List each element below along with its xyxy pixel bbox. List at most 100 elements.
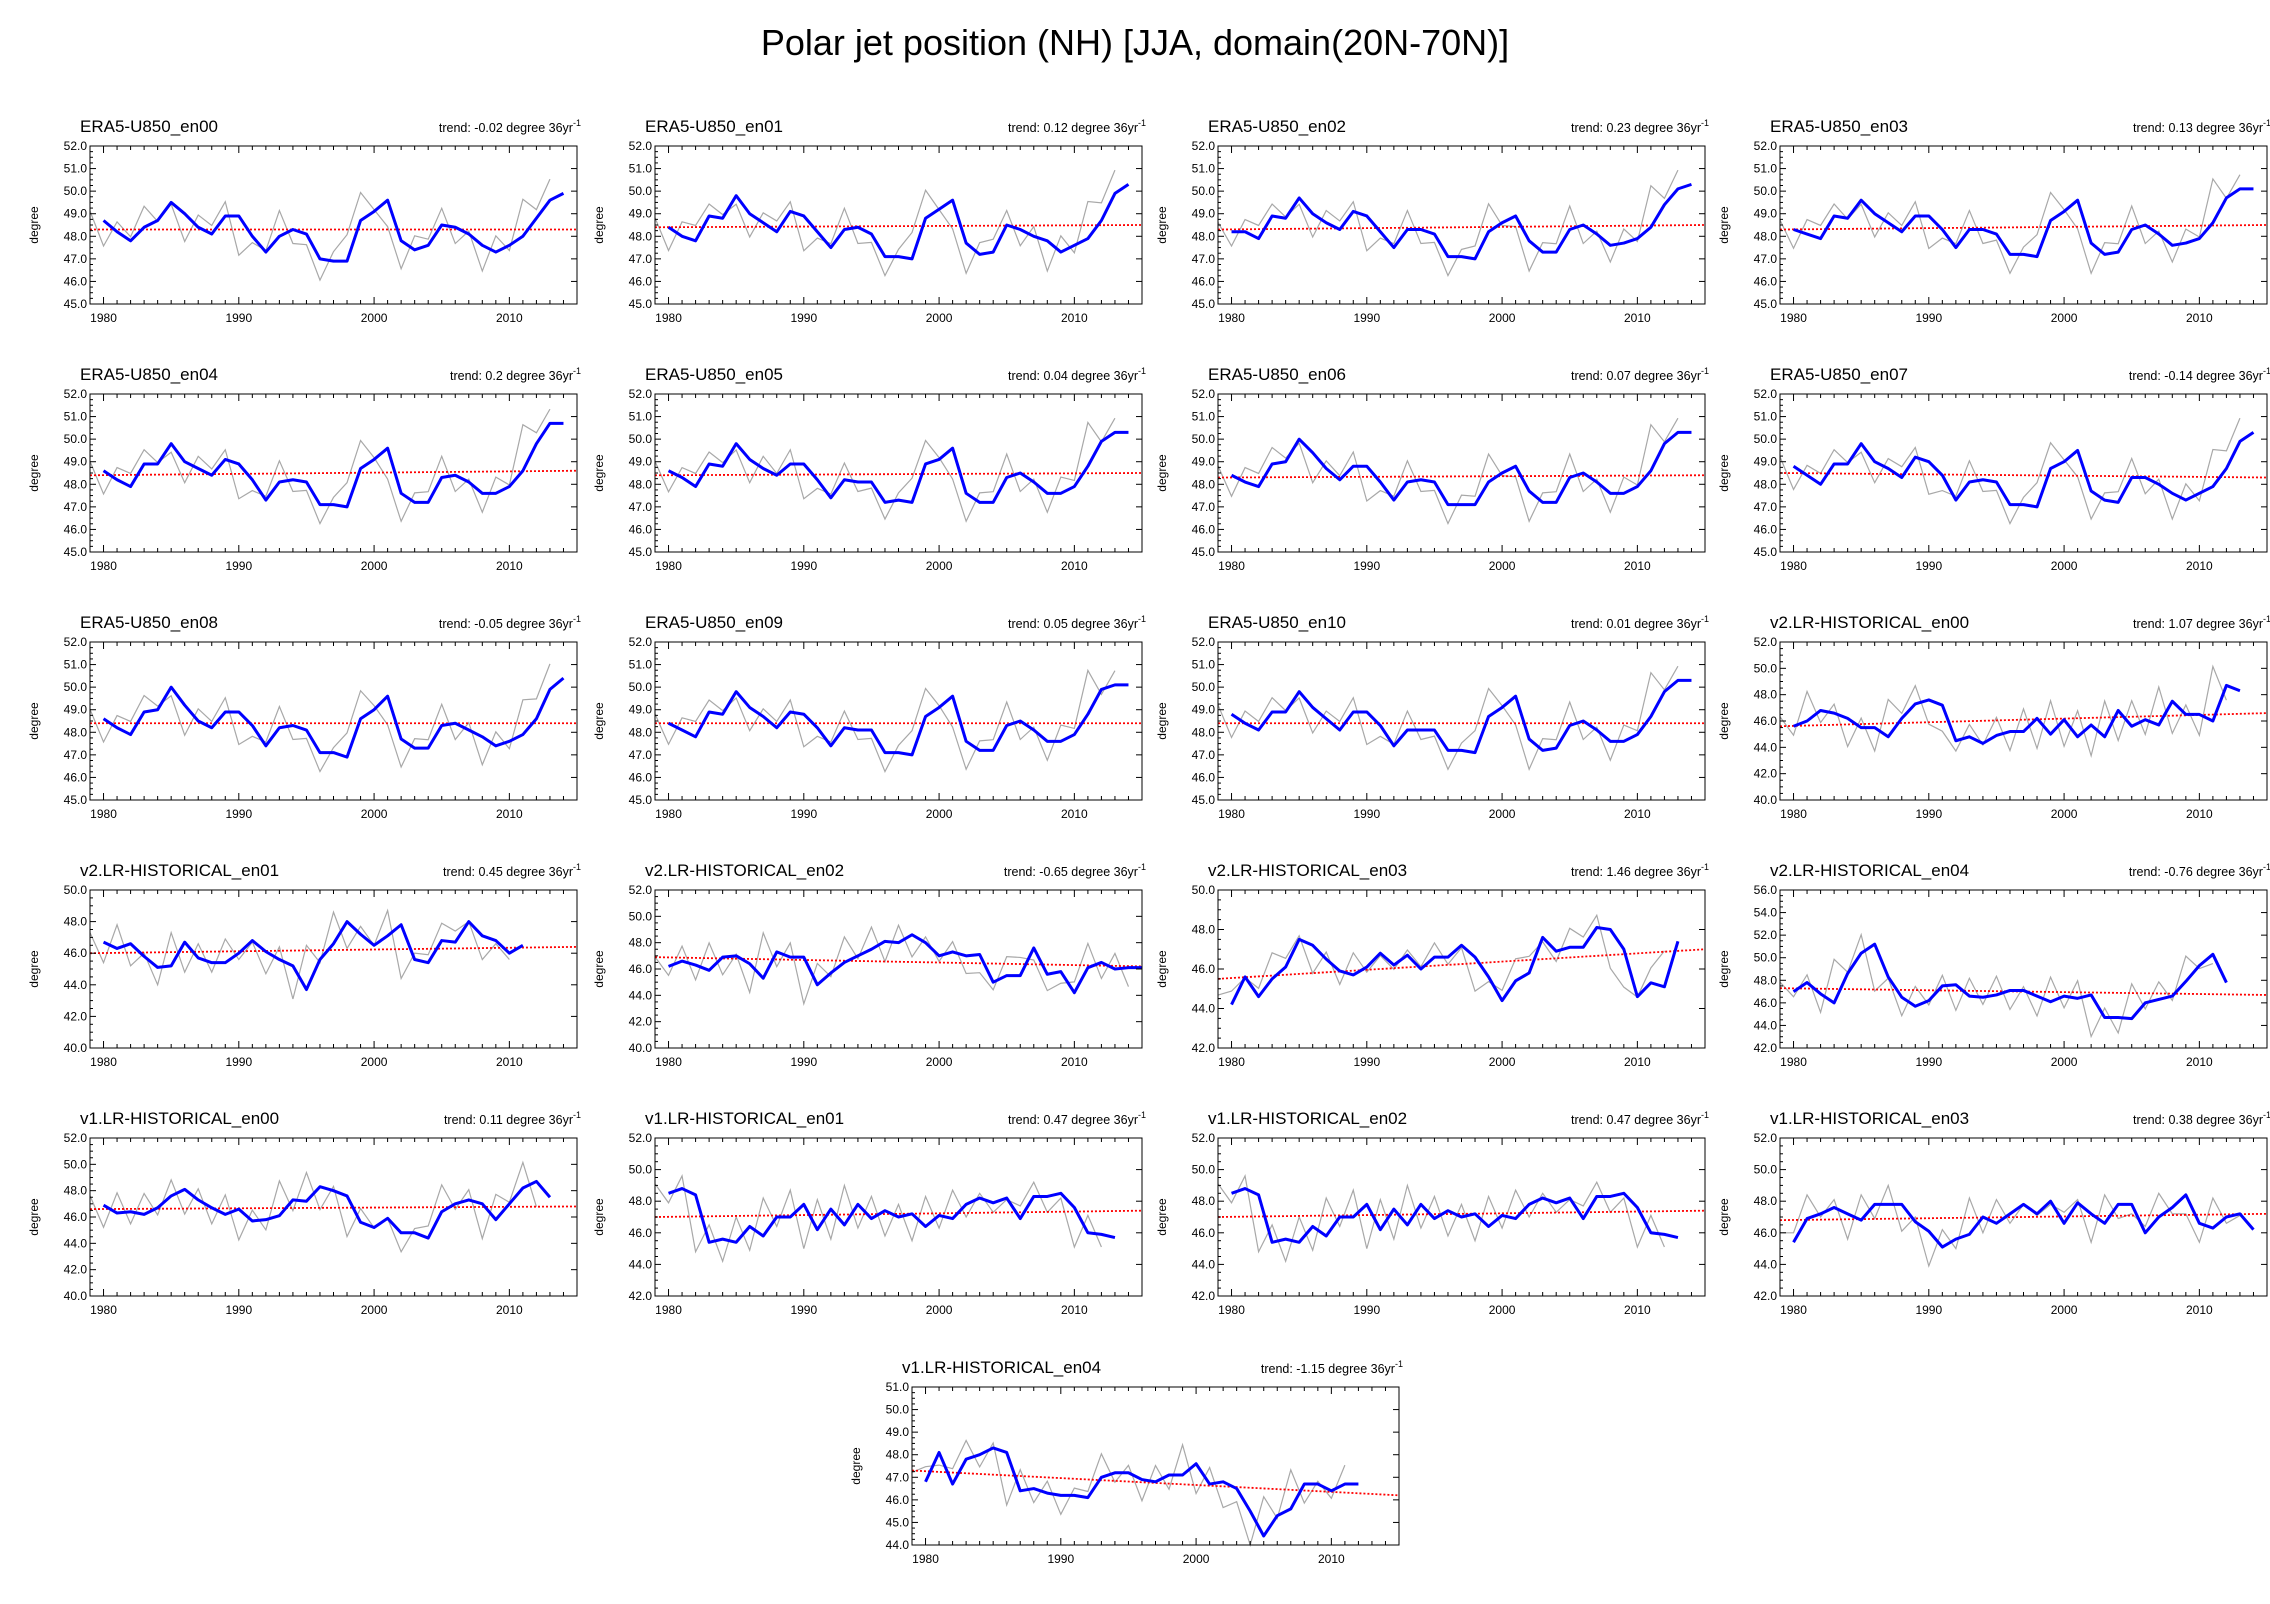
x-tick-label: 2010 <box>1061 559 1088 573</box>
y-axis-label: degree <box>1155 206 1169 244</box>
x-tick-label: 1990 <box>1915 311 1942 325</box>
x-tick-label: 1990 <box>790 311 817 325</box>
trend-line <box>654 472 1143 477</box>
interannual-series-line <box>89 408 551 525</box>
y-tick-label: 46.0 <box>886 1493 910 1507</box>
panel-trend-label: trend: 0.47 degree 36yr-1 <box>1008 1110 1146 1127</box>
y-tick-label: 48.0 <box>629 229 653 243</box>
x-tick-label: 2010 <box>496 807 523 821</box>
y-tick-label: 40.0 <box>64 1041 88 1055</box>
panel-title: v2.LR-HISTORICAL_en03 <box>1208 861 1407 880</box>
trend-superscript: -1 <box>1701 614 1709 624</box>
panel-title: v1.LR-HISTORICAL_en03 <box>1770 1109 1969 1128</box>
panel-1: ERA5-U850_en00 trend: -0.02 degree 36yr-1… <box>27 117 581 325</box>
smoothed-series-line <box>1793 187 2254 259</box>
smoothed-series-line <box>1792 942 2228 1021</box>
y-tick-label: 46.0 <box>1754 714 1778 728</box>
y-tick-label: 50.0 <box>1754 951 1778 965</box>
y-axis-label: degree <box>1717 1198 1731 1236</box>
panel-trend-label: trend: 0.05 degree 36yr-1 <box>1008 614 1146 631</box>
y-tick-label: 51.0 <box>629 658 653 672</box>
x-tick-label: 1980 <box>655 807 682 821</box>
panel-10: ERA5-U850_en09 trend: 0.05 degree 36yr-1 4… <box>592 613 1146 821</box>
y-tick-label: 44.0 <box>64 1236 88 1250</box>
panel-trend-label: trend: 0.45 degree 36yr-1 <box>443 862 581 879</box>
y-tick-label: 47.0 <box>629 500 653 514</box>
panel-trend-label: trend: 0.12 degree 36yr-1 <box>1008 118 1146 135</box>
smoothed-series-line <box>1230 430 1692 507</box>
y-tick-label: 51.0 <box>1192 410 1216 424</box>
x-tick-label: 2010 <box>1061 807 1088 821</box>
x-tick-label: 1980 <box>1218 1055 1245 1069</box>
y-tick-label: 42.0 <box>64 1009 88 1023</box>
x-tick-label: 1980 <box>655 1055 682 1069</box>
y-tick-label: 46.0 <box>64 1210 88 1224</box>
y-tick-label: 48.0 <box>629 1194 653 1208</box>
y-tick-label: 47.0 <box>1192 500 1216 514</box>
y-axis-label: degree <box>1155 702 1169 740</box>
y-tick-label: 49.0 <box>1754 207 1778 221</box>
x-tick-label: 2010 <box>1061 311 1088 325</box>
y-axis-label: degree <box>1717 702 1731 740</box>
y-tick-label: 54.0 <box>1754 906 1778 920</box>
interannual-series-line <box>1779 664 2227 759</box>
y-tick-label: 42.0 <box>1192 1041 1216 1055</box>
x-tick-label: 1980 <box>1218 1303 1245 1317</box>
panel-2: ERA5-U850_en01 trend: 0.12 degree 36yr-1 4… <box>592 117 1146 325</box>
trend-superscript: -1 <box>1138 366 1146 376</box>
y-tick-label: 48.0 <box>886 1448 910 1462</box>
panel-title: v1.LR-HISTORICAL_en04 <box>902 1358 1101 1377</box>
y-axis-label: degree <box>592 206 606 244</box>
panel-20: v1.LR-HISTORICAL_en03 trend: 0.38 degree … <box>1717 1109 2270 1317</box>
x-tick-label: 2010 <box>2186 311 2213 325</box>
y-tick-label: 48.0 <box>1754 1194 1778 1208</box>
y-tick-label: 51.0 <box>629 162 653 176</box>
y-tick-label: 47.0 <box>64 500 88 514</box>
trend-superscript: -1 <box>1701 366 1709 376</box>
y-tick-label: 52.0 <box>629 635 653 649</box>
y-tick-label: 51.0 <box>886 1380 910 1394</box>
y-tick-label: 50.0 <box>886 1403 910 1417</box>
plot-frame <box>89 641 578 801</box>
y-tick-label: 49.0 <box>1192 455 1216 469</box>
interannual-series-line <box>911 1439 1346 1548</box>
x-tick-label: 2000 <box>1489 1303 1516 1317</box>
y-tick-label: 45.0 <box>629 793 653 807</box>
y-tick-label: 46.0 <box>629 1226 653 1240</box>
smoothed-series-line <box>667 683 1129 757</box>
panel-title: ERA5-U850_en10 <box>1208 613 1346 632</box>
smoothed-series-line <box>667 933 1142 995</box>
x-tick-label: 1980 <box>1780 1055 1807 1069</box>
x-tick-label: 1980 <box>1218 311 1245 325</box>
y-tick-label: 51.0 <box>64 162 88 176</box>
x-tick-label: 1990 <box>1915 807 1942 821</box>
panel-trend-label: trend: 0.47 degree 36yr-1 <box>1571 1110 1709 1127</box>
trend-line <box>89 945 578 955</box>
x-tick-label: 1990 <box>1353 311 1380 325</box>
panel-15: v2.LR-HISTORICAL_en03 trend: 1.46 degree … <box>1155 861 1709 1069</box>
y-tick-label: 46.0 <box>1192 962 1216 976</box>
trend-superscript: -1 <box>2263 1110 2270 1120</box>
y-axis-label: degree <box>592 454 606 492</box>
panel-trend-label: trend: 0.04 degree 36yr-1 <box>1008 366 1146 383</box>
y-tick-label: 46.0 <box>1192 274 1216 288</box>
panel-trend-label: trend: -0.05 degree 36yr-1 <box>439 614 581 631</box>
y-tick-label: 49.0 <box>1192 207 1216 221</box>
y-tick-label: 50.0 <box>629 909 653 923</box>
y-tick-label: 50.0 <box>629 184 653 198</box>
panel-trend-label: trend: 0.23 degree 36yr-1 <box>1571 118 1709 135</box>
x-tick-label: 1980 <box>655 311 682 325</box>
x-tick-label: 1990 <box>225 807 252 821</box>
x-tick-label: 2000 <box>2051 1303 2078 1317</box>
x-tick-label: 2000 <box>2051 311 2078 325</box>
y-tick-label: 48.0 <box>1754 477 1778 491</box>
x-tick-label: 2000 <box>1489 559 1516 573</box>
y-tick-label: 47.0 <box>1192 252 1216 266</box>
panel-trend-label: trend: -0.65 degree 36yr-1 <box>1004 862 1146 879</box>
y-axis-label: degree <box>27 1198 41 1236</box>
x-tick-label: 1990 <box>1047 1552 1074 1566</box>
x-tick-label: 2010 <box>1318 1552 1345 1566</box>
figure-title: Polar jet position (NH) [JJA, domain(20N… <box>760 22 1510 63</box>
x-tick-label: 1980 <box>1780 559 1807 573</box>
